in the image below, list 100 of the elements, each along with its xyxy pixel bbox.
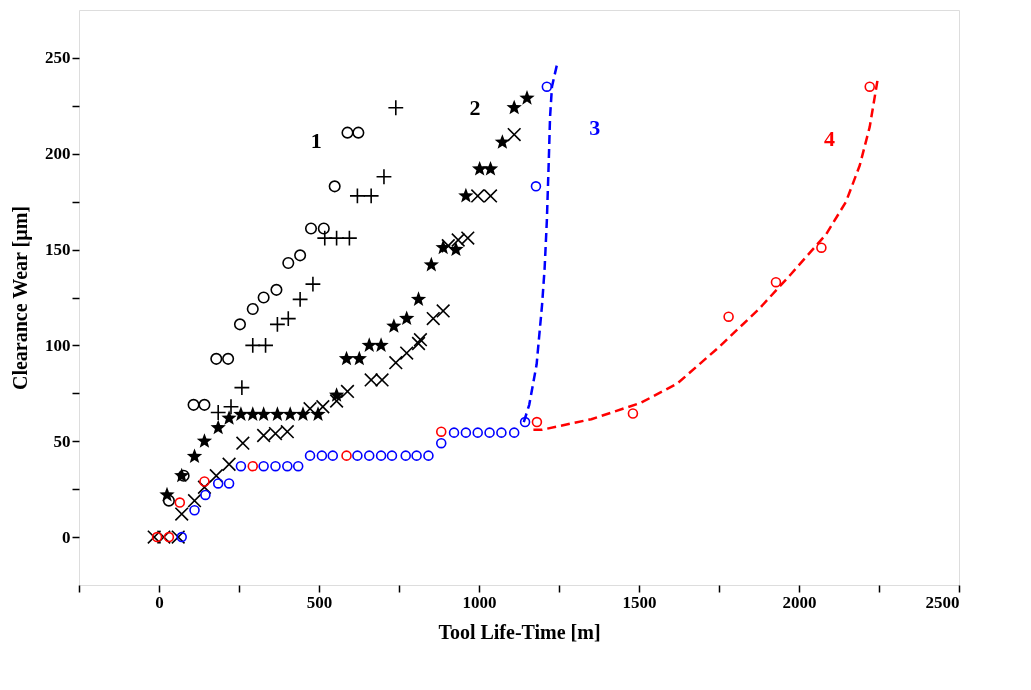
- point: [436, 303, 451, 319]
- point: [426, 311, 441, 326]
- point: [352, 126, 365, 139]
- point: [506, 99, 522, 115]
- point: [448, 427, 460, 438]
- x-tick-label: 500: [306, 592, 333, 612]
- point: [280, 310, 297, 327]
- y-tick-label: 0: [62, 527, 71, 547]
- y-tick-label: 50: [53, 431, 71, 451]
- point: [496, 427, 507, 438]
- point: [423, 256, 439, 272]
- point: [198, 398, 211, 411]
- point: [435, 437, 447, 449]
- point: [244, 337, 261, 354]
- point: [187, 398, 200, 411]
- point: [460, 427, 472, 438]
- point: [304, 275, 322, 293]
- point: [328, 229, 345, 247]
- point: [519, 90, 535, 105]
- y-tick-label: 150: [45, 240, 71, 260]
- point: [451, 232, 466, 248]
- point: [189, 504, 200, 516]
- point: [723, 311, 734, 322]
- point: [199, 476, 210, 487]
- series-label: 3: [589, 114, 601, 140]
- point: [151, 531, 163, 543]
- point: [304, 450, 316, 461]
- point: [233, 406, 249, 421]
- series-label: 1: [310, 127, 322, 153]
- point: [197, 480, 212, 495]
- point: [338, 350, 355, 366]
- point: [209, 468, 224, 483]
- point: [413, 332, 428, 347]
- point: [316, 450, 328, 461]
- point: [770, 276, 782, 288]
- point: [340, 384, 355, 399]
- point: [864, 81, 875, 92]
- point: [411, 336, 426, 351]
- point: [816, 242, 827, 253]
- series-label: 4: [823, 125, 835, 151]
- point: [245, 406, 261, 421]
- point: [328, 180, 341, 193]
- point: [162, 494, 175, 507]
- point: [304, 222, 318, 235]
- point: [258, 460, 269, 472]
- y-tick-label: 200: [45, 144, 71, 164]
- point: [352, 450, 363, 461]
- point: [387, 99, 405, 116]
- point: [494, 134, 511, 149]
- point: [458, 187, 474, 203]
- point: [484, 427, 495, 438]
- point: [187, 493, 202, 508]
- point: [233, 318, 246, 331]
- point: [341, 450, 352, 461]
- point: [361, 337, 377, 352]
- x-tick-label: 2500: [925, 592, 960, 612]
- point: [362, 187, 380, 205]
- point: [163, 531, 175, 543]
- point: [363, 450, 375, 461]
- point: [386, 450, 398, 461]
- point: [327, 450, 339, 461]
- point: [507, 127, 522, 142]
- point: [235, 460, 247, 472]
- x-tick-label: 1500: [622, 592, 657, 612]
- point: [200, 489, 211, 501]
- point: [223, 478, 235, 489]
- point: [270, 283, 283, 296]
- point: [351, 350, 367, 366]
- point: [541, 81, 553, 92]
- point: [210, 419, 226, 435]
- point: [471, 161, 488, 176]
- point: [375, 450, 387, 461]
- point: [341, 229, 358, 247]
- point: [282, 256, 295, 270]
- x-tick-label: 1000: [462, 592, 497, 612]
- point: [317, 222, 330, 235]
- series-label: 2: [469, 95, 481, 121]
- point: [292, 460, 304, 472]
- point: [400, 450, 411, 461]
- point: [399, 345, 414, 361]
- point: [174, 497, 186, 508]
- point: [373, 337, 389, 352]
- point: [341, 126, 354, 139]
- point: [212, 478, 224, 489]
- point: [627, 408, 639, 419]
- point: [233, 379, 251, 396]
- point: [530, 181, 542, 192]
- point: [222, 398, 240, 415]
- point: [399, 310, 415, 326]
- point: [270, 460, 281, 472]
- point: [246, 302, 259, 316]
- x-axis-title: Tool Life-Time [m]: [438, 620, 601, 643]
- point: [519, 416, 531, 428]
- point: [269, 406, 286, 421]
- point: [482, 161, 499, 176]
- point: [269, 316, 286, 333]
- x-tick-label: 2000: [782, 592, 817, 612]
- point: [375, 168, 393, 185]
- x-tick-label: 0: [155, 592, 164, 612]
- point: [255, 406, 272, 421]
